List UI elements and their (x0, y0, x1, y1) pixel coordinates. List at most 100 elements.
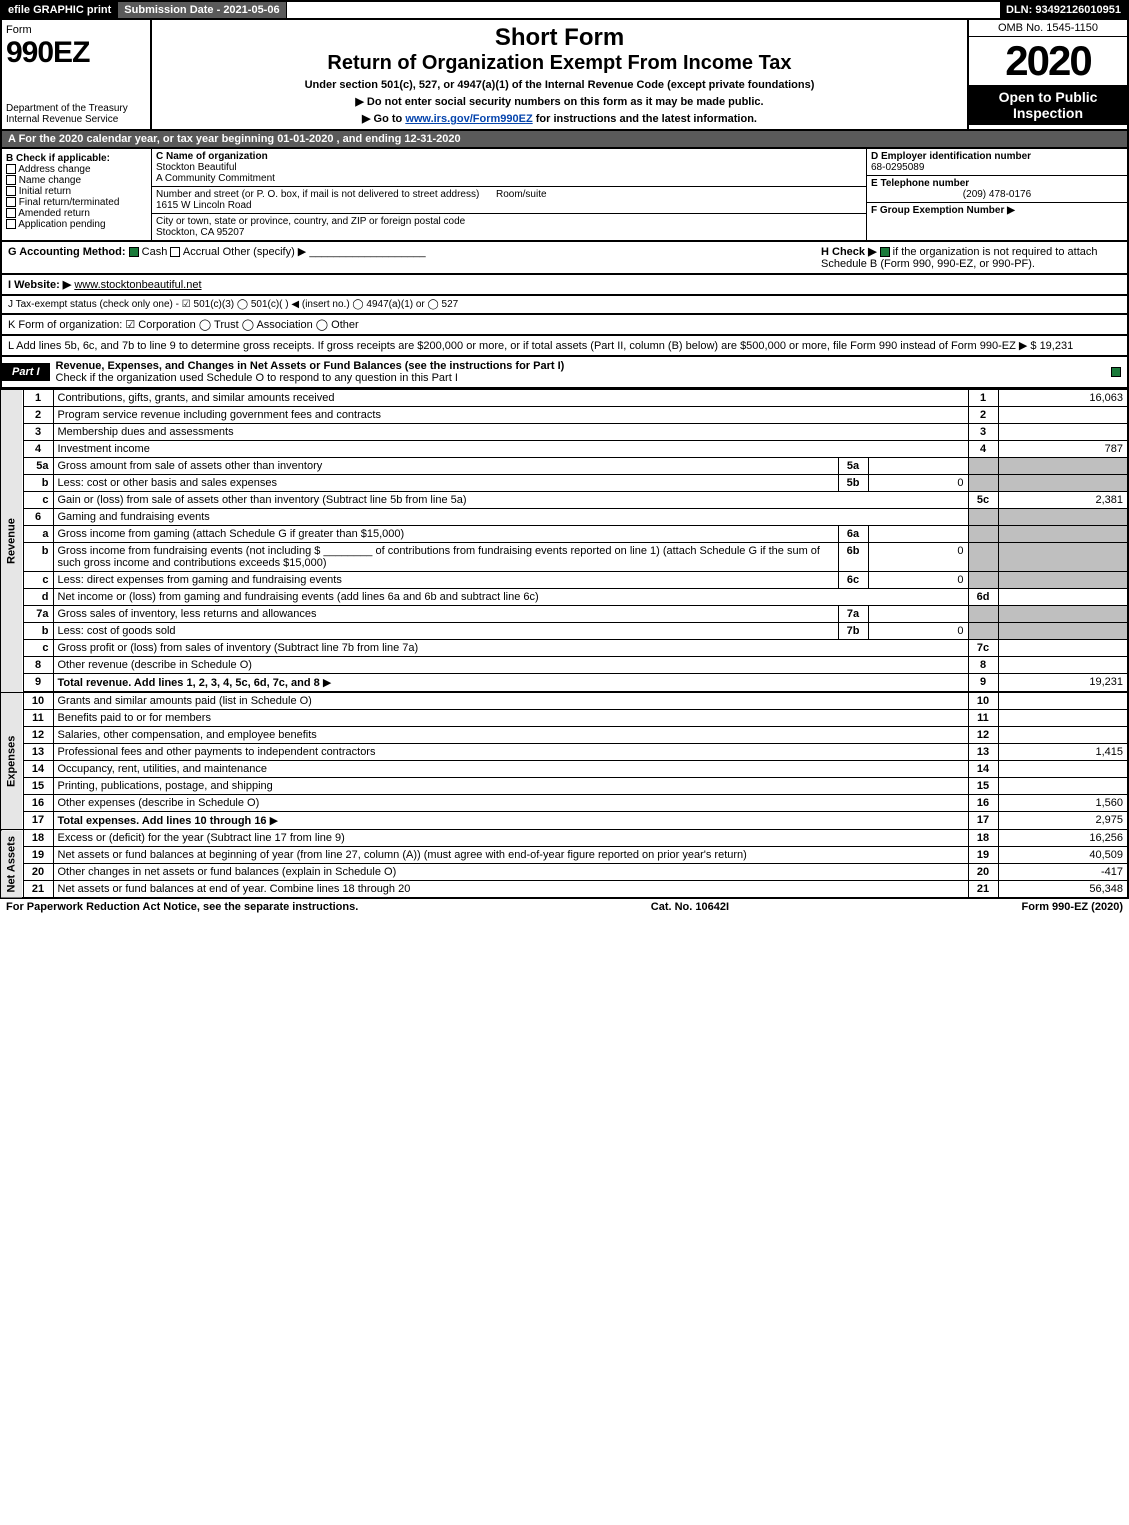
right-block: OMB No. 1545-1150 2020 Open to Public In… (967, 20, 1127, 129)
l15-a (998, 778, 1128, 795)
l2-desc: Program service revenue including govern… (58, 409, 381, 421)
l5b-desc: Less: cost or other basis and sales expe… (58, 477, 278, 489)
l20-n: 20 (968, 864, 998, 881)
open-to-public: Open to Public Inspection (969, 85, 1127, 125)
website-val[interactable]: www.stocktonbeautiful.net (74, 279, 201, 291)
part-i-header: Part I Revenue, Expenses, and Changes in… (0, 357, 1129, 389)
ein-val: 68-0295089 (871, 162, 924, 173)
name-label: C Name of organization (156, 151, 268, 162)
ein-label: D Employer identification number (871, 151, 1031, 162)
l6a-sv (868, 526, 968, 543)
l12-desc: Salaries, other compensation, and employ… (58, 729, 317, 741)
l6b-d1: Gross income from fundraising events (no… (58, 545, 321, 557)
l9-desc: Total revenue. Add lines 1, 2, 3, 4, 5c,… (58, 677, 320, 689)
l6b-sv: 0 (868, 543, 968, 572)
l18-n: 18 (968, 830, 998, 847)
l6a-sl: 6a (838, 526, 868, 543)
footer-mid: Cat. No. 10642I (651, 901, 729, 913)
l1-n: 1 (968, 390, 998, 407)
row-i: I Website: ▶ www.stocktonbeautiful.net (0, 275, 1129, 296)
goto-link[interactable]: www.irs.gov/Form990EZ (405, 113, 532, 125)
chk-final[interactable] (6, 197, 16, 207)
l7b-sv: 0 (868, 623, 968, 640)
chk-cash[interactable] (129, 247, 139, 257)
l5a-desc: Gross amount from sale of assets other t… (58, 460, 323, 472)
l5c-a: 2,381 (998, 492, 1128, 509)
h-label: H Check ▶ (821, 246, 880, 258)
row-k: K Form of organization: ☑ Corporation ◯ … (0, 315, 1129, 336)
l7c-a (998, 640, 1128, 657)
l14-a (998, 761, 1128, 778)
col-b: B Check if applicable: Address change Na… (2, 149, 152, 240)
l5c-n: 5c (968, 492, 998, 509)
l7a-desc: Gross sales of inventory, less returns a… (58, 608, 317, 620)
l3-a (998, 424, 1128, 441)
row-g-h: G Accounting Method: Cash Accrual Other … (0, 242, 1129, 275)
lbl-initial: Initial return (19, 186, 71, 197)
chk-address[interactable] (6, 164, 16, 174)
l8-n: 8 (968, 657, 998, 674)
lbl-other: Other (specify) ▶ (223, 246, 307, 258)
l6d-a (998, 589, 1128, 606)
l15-n: 15 (968, 778, 998, 795)
lbl-name: Name change (19, 175, 81, 186)
row-j: J Tax-exempt status (check only one) - ☑… (0, 296, 1129, 315)
expenses-label: Expenses (1, 693, 23, 830)
l11-desc: Benefits paid to or for members (58, 712, 211, 724)
l9-n: 9 (968, 674, 998, 692)
l9-a: 19,231 (998, 674, 1128, 692)
efile-print[interactable]: efile GRAPHIC print (2, 2, 118, 18)
l7b-desc: Less: cost of goods sold (58, 625, 176, 637)
footer-left: For Paperwork Reduction Act Notice, see … (6, 901, 358, 913)
form-number: 990EZ (6, 36, 146, 70)
l7a-sv (868, 606, 968, 623)
street-label: Number and street (or P. O. box, if mail… (156, 189, 479, 200)
chk-h[interactable] (880, 247, 890, 257)
chk-initial[interactable] (6, 186, 16, 196)
l7b-sl: 7b (838, 623, 868, 640)
short-form: Short Form (156, 24, 963, 52)
phone-label: E Telephone number (871, 178, 969, 189)
lbl-final: Final return/terminated (19, 197, 120, 208)
l2-a (998, 407, 1128, 424)
l18-desc: Excess or (deficit) for the year (Subtra… (58, 832, 345, 844)
l17-desc: Total expenses. Add lines 10 through 16 (58, 815, 267, 827)
lbl-address: Address change (18, 164, 90, 175)
part-i-label: Part I (2, 363, 50, 381)
l19-desc: Net assets or fund balances at beginning… (58, 849, 747, 861)
l12-n: 12 (968, 727, 998, 744)
g-label: G Accounting Method: (8, 246, 126, 258)
revenue-label: Revenue (1, 390, 23, 693)
goto-line: ▶ Go to www.irs.gov/Form990EZ for instru… (156, 112, 963, 125)
l5b-sv: 0 (868, 475, 968, 492)
l4-desc: Investment income (58, 443, 150, 455)
l6c-desc: Less: direct expenses from gaming and fu… (58, 574, 342, 586)
l-text: L Add lines 5b, 6c, and 7b to line 9 to … (8, 340, 1019, 352)
chk-amended[interactable] (6, 208, 16, 218)
l6-desc: Gaming and fundraising events (58, 511, 210, 523)
form-label: Form (6, 24, 146, 36)
form-id-block: Form 990EZ Department of the Treasury In… (2, 20, 152, 129)
form-header: Form 990EZ Department of the Treasury In… (0, 20, 1129, 131)
l6b-sl: 6b (838, 543, 868, 572)
chk-part-i[interactable] (1111, 367, 1121, 377)
l14-desc: Occupancy, rent, utilities, and maintena… (58, 763, 268, 775)
under-section: Under section 501(c), 527, or 4947(a)(1)… (156, 79, 963, 91)
chk-name[interactable] (6, 175, 16, 185)
l1-desc: Contributions, gifts, grants, and simila… (58, 392, 335, 404)
phone-val: (209) 478-0176 (871, 189, 1123, 200)
l19-a: 40,509 (998, 847, 1128, 864)
city-val: Stockton, CA 95207 (156, 227, 244, 238)
street-val: 1615 W Lincoln Road (156, 200, 252, 211)
l21-desc: Net assets or fund balances at end of ye… (58, 883, 411, 895)
l21-a: 56,348 (998, 881, 1128, 899)
l8-desc: Other revenue (describe in Schedule O) (58, 659, 252, 671)
l3-n: 3 (968, 424, 998, 441)
chk-pending[interactable] (6, 219, 16, 229)
chk-accrual[interactable] (170, 247, 180, 257)
ssn-warning: ▶ Do not enter social security numbers o… (156, 95, 963, 108)
lines-table: Revenue 1 Contributions, gifts, grants, a… (0, 389, 1129, 899)
l7c-n: 7c (968, 640, 998, 657)
l10-n: 10 (968, 693, 998, 710)
submission-date: Submission Date - 2021-05-06 (118, 2, 286, 18)
